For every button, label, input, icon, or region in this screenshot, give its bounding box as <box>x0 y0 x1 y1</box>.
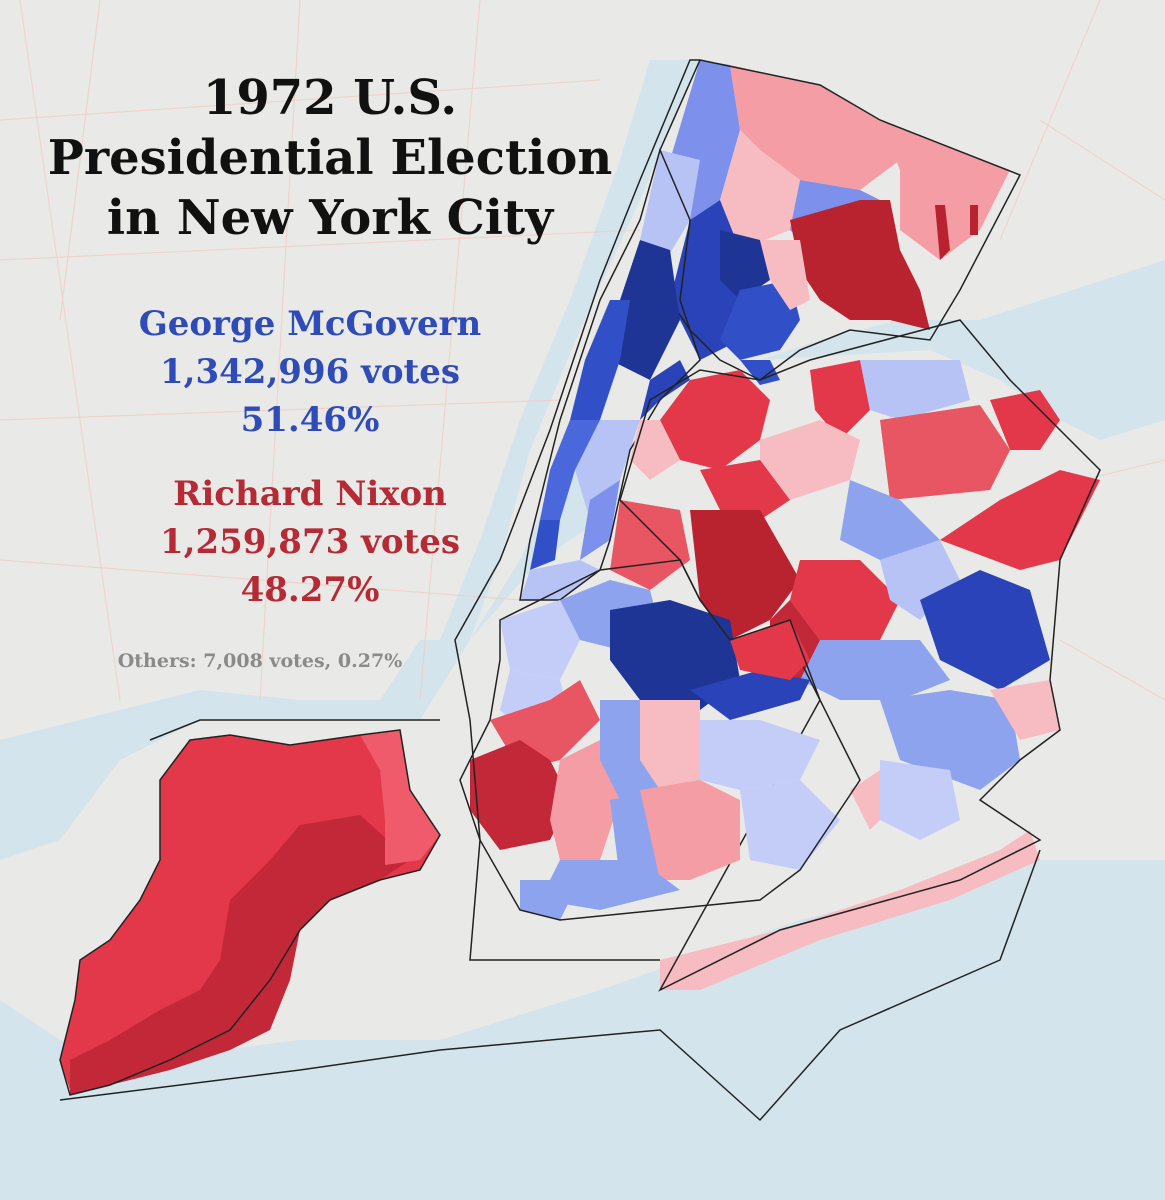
bronx <box>659 59 1022 385</box>
water-ocean <box>0 860 1165 1200</box>
district-bk-bed-stuy-dark <box>610 600 740 710</box>
district-qn-rosedale-pale <box>990 680 1060 740</box>
district-bx-east-island-2 <box>970 205 978 235</box>
district-qn-bayside <box>880 405 1010 500</box>
district-bk-flatlands-pale <box>640 700 700 790</box>
district-bx-southeast-red <box>790 200 930 330</box>
candidate-votes: 1,259,873 votes <box>159 522 461 562</box>
map-title: 1972 U.S. Presidential Election in New Y… <box>20 68 640 248</box>
district-bk-east-flatbush <box>690 720 820 790</box>
district-mn-harlem-dark <box>610 240 680 380</box>
district-bx-east-pale <box>760 240 810 310</box>
title-line-3: in New York City <box>106 190 554 246</box>
district-bk-east-ny-red <box>730 620 810 680</box>
district-bx-center-pale <box>720 130 800 250</box>
district-qn-jfk-pale <box>880 760 960 840</box>
district-qn-northeast-red <box>990 390 1060 450</box>
district-bx-core-darkest <box>720 230 770 300</box>
candidate-percent: 51.46% <box>240 400 380 440</box>
queens <box>610 319 1101 992</box>
district-mn-east-harlem <box>640 360 690 420</box>
district-qn-college-point <box>810 360 870 440</box>
district-qn-fresh-meadows <box>840 480 940 560</box>
district-bk-bushwick <box>690 670 810 720</box>
district-si-south <box>70 815 410 1095</box>
street-texture <box>0 0 1165 701</box>
candidate-name: George McGovern <box>138 304 482 344</box>
district-mn-upper-west <box>570 300 630 420</box>
district-mn-lower <box>520 560 600 600</box>
title-line-2: Presidential Election <box>47 130 613 186</box>
manhattan <box>519 147 701 601</box>
candidate-mcgovern: George McGovern 1,342,996 votes 51.46% <box>30 300 590 444</box>
district-mn-inwood-pale <box>640 150 700 270</box>
district-mn-upper-east-pale <box>575 420 640 520</box>
others-summary: Others: 7,008 votes, 0.27% <box>117 650 403 672</box>
district-bx-north <box>730 65 900 190</box>
district-qn-whitestone-pale <box>860 360 970 420</box>
district-qn-flushing-pale <box>760 420 860 500</box>
title-line-1: 1972 U.S. <box>202 70 458 126</box>
staten-island <box>59 729 441 1096</box>
district-bk-sheepshead <box>540 860 680 910</box>
candidate-nixon: Richard Nixon 1,259,873 votes 48.27% <box>30 470 590 614</box>
district-mn-midtown-blue <box>540 420 600 520</box>
district-bk-coney <box>520 880 580 920</box>
district-qn-lic-pale <box>630 420 680 480</box>
candidate-votes: 1,342,996 votes <box>159 352 461 392</box>
district-bk-marine-park-red <box>640 780 740 880</box>
district-qn-forest-hills-red <box>790 560 900 640</box>
district-qn-queens-village <box>940 470 1100 570</box>
district-bk-brooklyn-heights <box>500 600 580 680</box>
district-qn-ridgewood-red <box>610 500 690 590</box>
water-hudson <box>440 60 700 640</box>
district-qn-astoria <box>660 370 770 470</box>
district-qn-middle-village <box>690 510 800 640</box>
district-mn-chelsea <box>530 520 560 570</box>
district-qn-jamaica-dark <box>920 570 1050 690</box>
candidate-percent: 48.27% <box>240 570 380 610</box>
brooklyn-outline <box>459 559 861 921</box>
district-bx-south-blue <box>740 360 780 385</box>
district-bk-bay-ridge <box>470 740 570 850</box>
water-east-river-sound <box>760 260 1165 440</box>
district-qn-richmond-hill <box>800 640 950 700</box>
district-bx-east-island-1 <box>935 205 950 260</box>
district-qn-elmhurst-red <box>700 460 790 520</box>
candidate-name: Richard Nixon <box>173 474 447 514</box>
district-bx-south-mid <box>720 280 800 360</box>
brooklyn <box>459 559 861 921</box>
city-boundary-lines <box>59 59 1041 1122</box>
district-bk-borough-park <box>550 740 620 860</box>
district-si-north-east <box>360 730 440 865</box>
si-outline <box>59 729 441 1096</box>
